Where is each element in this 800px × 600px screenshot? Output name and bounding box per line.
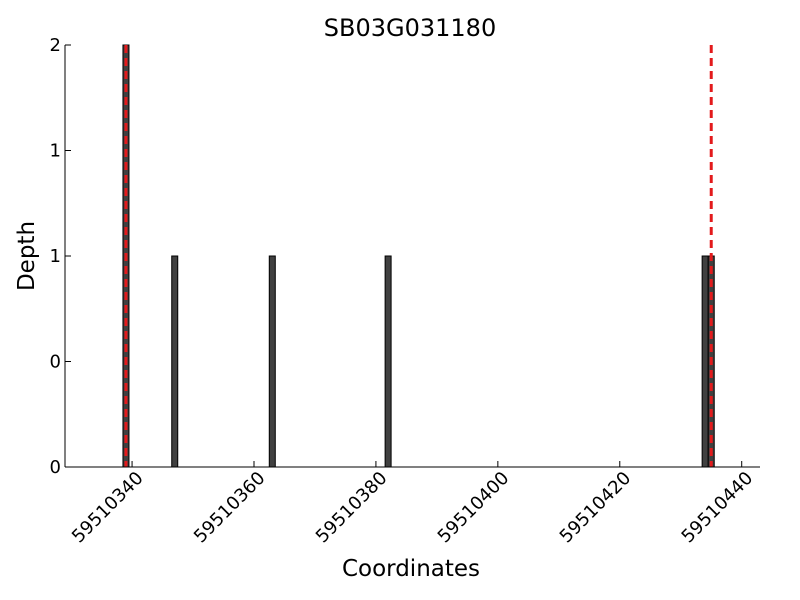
chart-title: SB03G031180 bbox=[324, 14, 496, 42]
y-tick-label-2: 1 bbox=[50, 246, 61, 267]
axes-layer bbox=[64, 45, 760, 468]
x-tick-label-3: 59510400 bbox=[434, 468, 514, 548]
y-tick-label-1: 0 bbox=[50, 352, 61, 373]
y-tick-label-0: 0 bbox=[50, 457, 61, 478]
y-ticks: 0 0 1 1 2 bbox=[50, 35, 71, 478]
y-tick-label-4: 2 bbox=[50, 35, 61, 56]
bar-4 bbox=[701, 255, 709, 468]
bar-1 bbox=[171, 255, 179, 468]
bars-layer bbox=[122, 44, 715, 468]
x-ticks: 59510340 59510360 59510380 59510400 59510420… bbox=[68, 461, 757, 547]
bar-3 bbox=[384, 255, 392, 468]
x-tick-label-0: 59510340 bbox=[68, 468, 148, 548]
x-tick-label-4: 59510420 bbox=[556, 468, 636, 548]
bar-2 bbox=[268, 255, 276, 468]
y-tick-label-3: 1 bbox=[50, 141, 61, 162]
x-tick-label-2: 59510380 bbox=[312, 468, 392, 548]
y-axis-label: Depth bbox=[14, 221, 40, 291]
markers-layer bbox=[124, 45, 713, 467]
x-tick-label-1: 59510360 bbox=[190, 468, 270, 548]
x-axis-label: Coordinates bbox=[342, 556, 480, 582]
x-tick-label-5: 59510440 bbox=[678, 468, 758, 548]
